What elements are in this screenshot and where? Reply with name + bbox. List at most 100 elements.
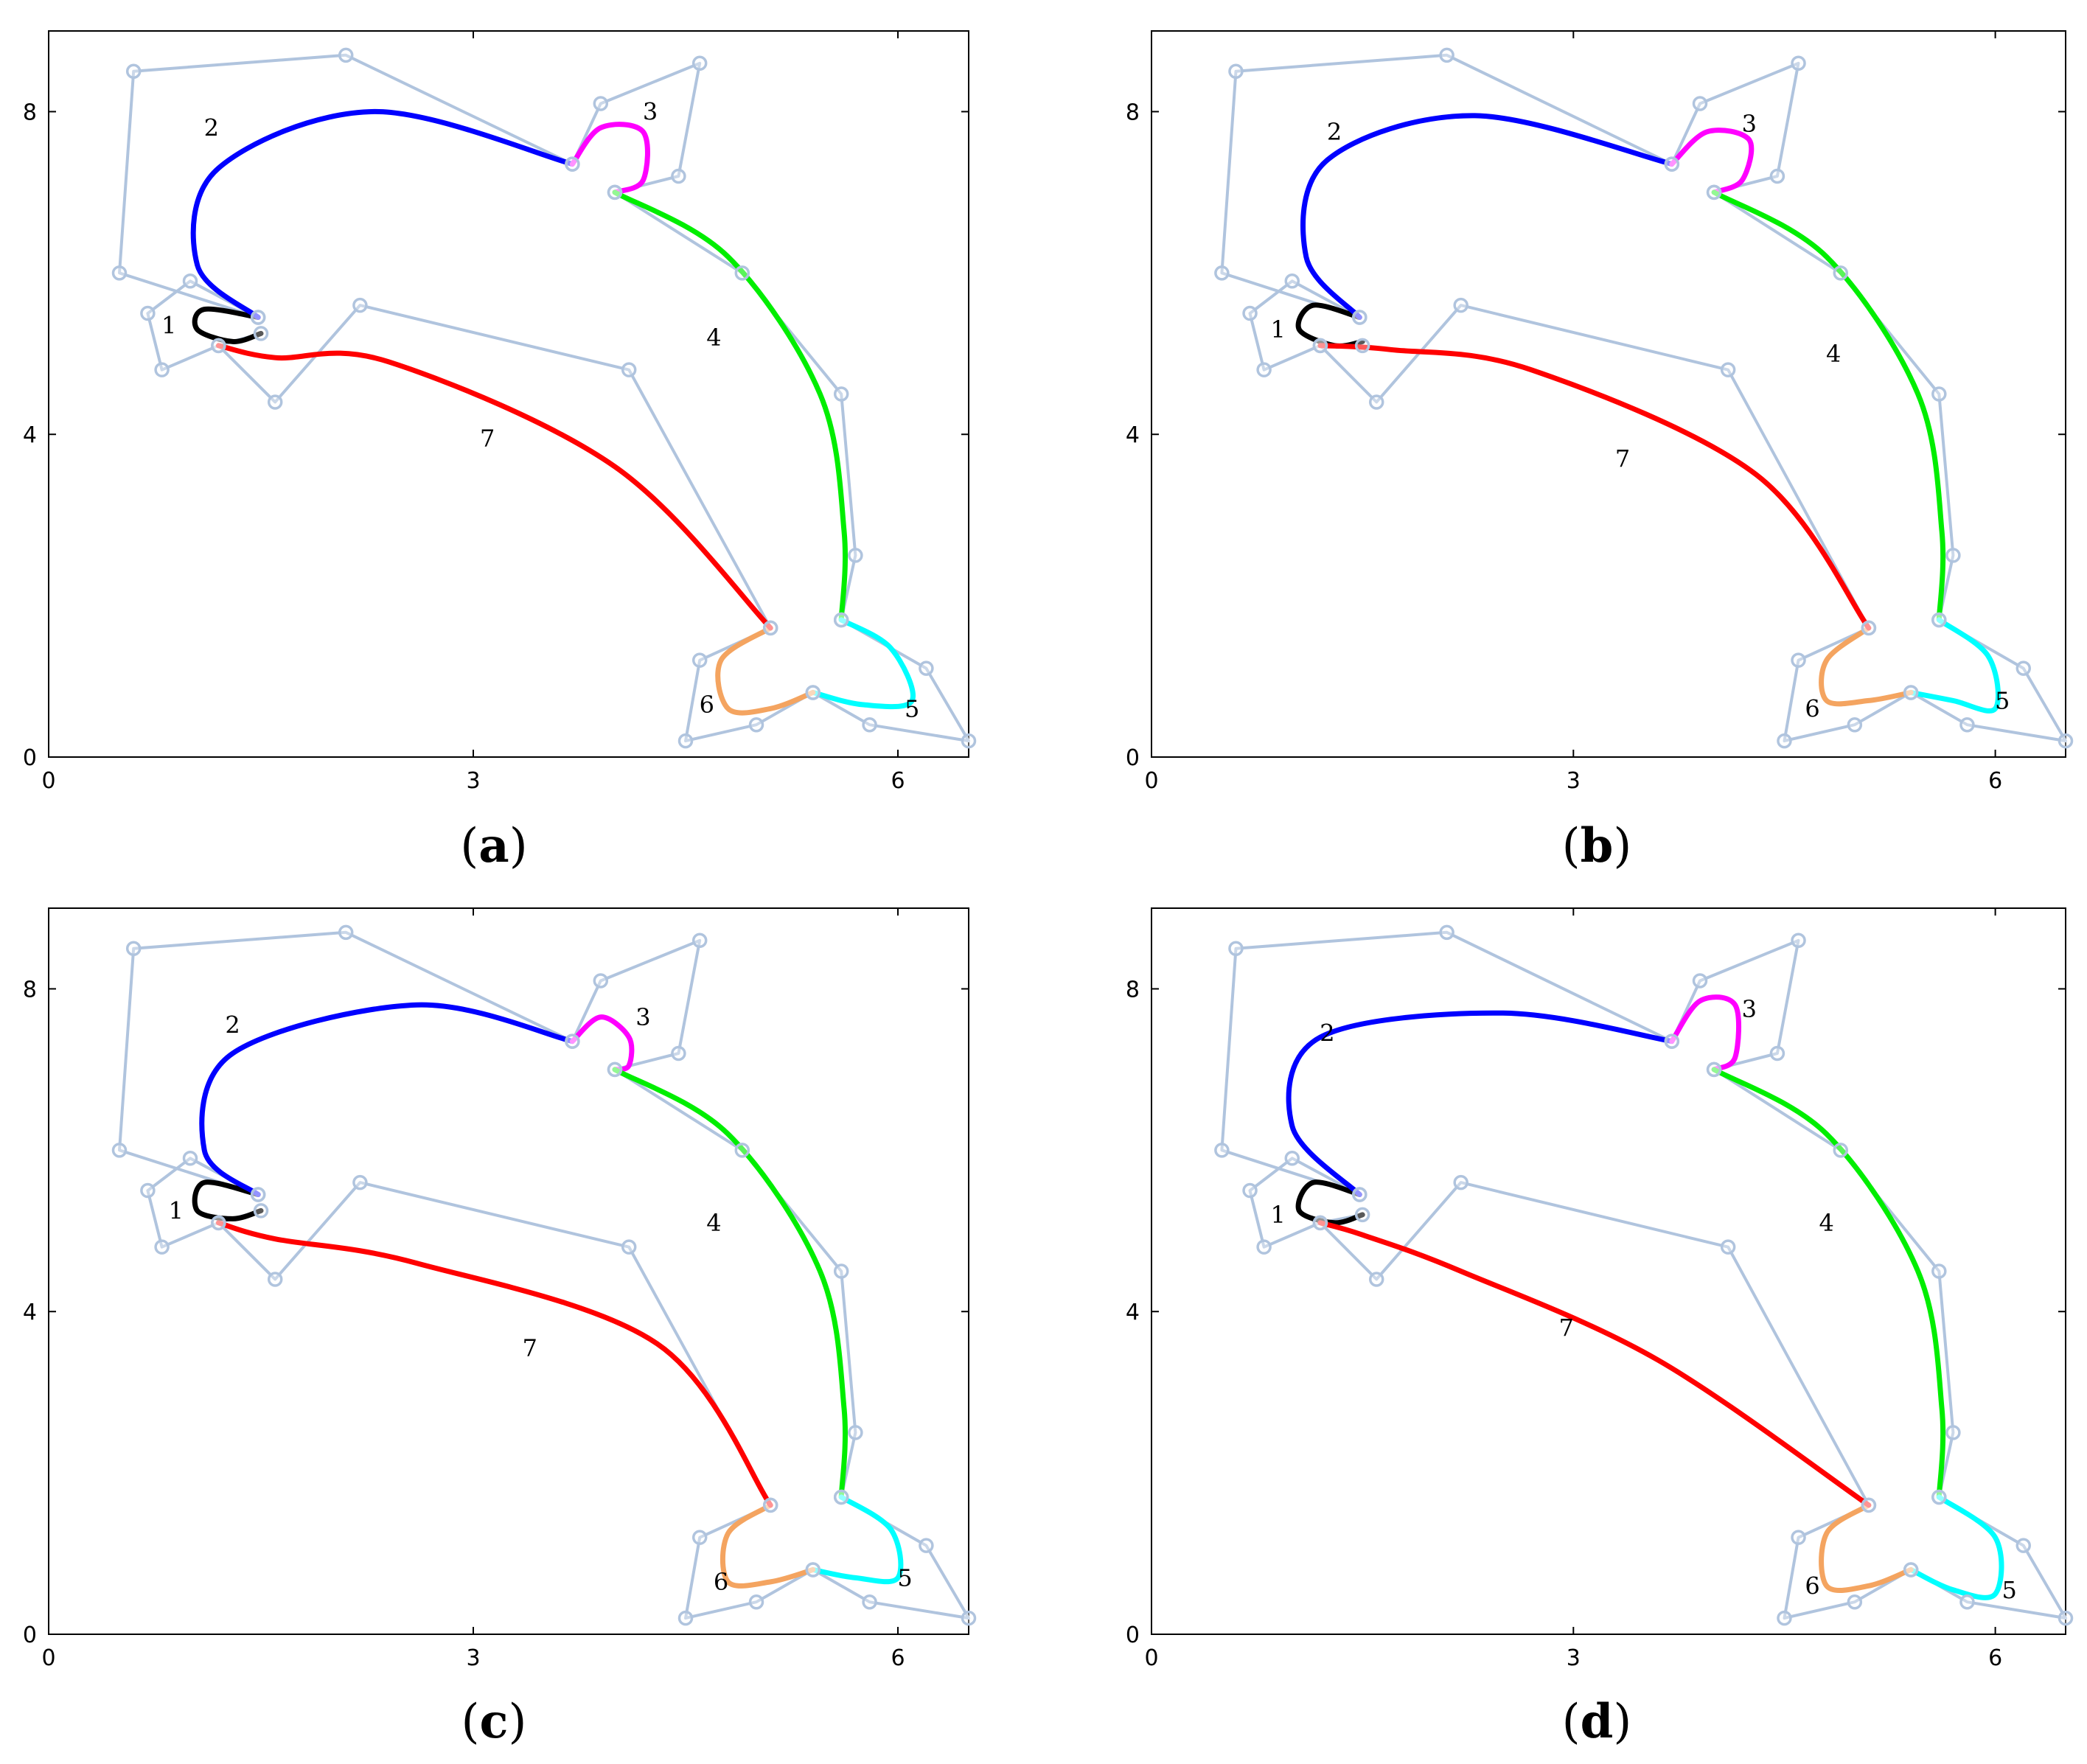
control-point bbox=[2015, 1538, 2032, 1553]
control-point bbox=[734, 1143, 750, 1158]
curve-a-3 bbox=[569, 122, 650, 195]
control-point bbox=[182, 1151, 198, 1166]
y-tick-label: 0 bbox=[23, 1622, 37, 1648]
control-polygon-d-6 bbox=[1783, 1504, 1912, 1620]
segment-label-b-3: 3 bbox=[1742, 110, 1757, 138]
segment-label-d-4: 4 bbox=[1819, 1209, 1834, 1237]
control-point bbox=[1242, 305, 1258, 321]
curve-a-2 bbox=[190, 108, 575, 320]
segment-label-b-4: 4 bbox=[1826, 340, 1841, 368]
segment-label-c-5: 5 bbox=[897, 1563, 912, 1592]
control-point bbox=[1720, 362, 1736, 377]
control-point bbox=[919, 1538, 934, 1553]
segment-label-a-5: 5 bbox=[905, 694, 919, 722]
control-point bbox=[1692, 973, 1708, 989]
curve-d-1 bbox=[1295, 1179, 1365, 1226]
control-point bbox=[1312, 338, 1328, 354]
control-point bbox=[338, 47, 354, 63]
y-tick-label: 4 bbox=[23, 1300, 37, 1325]
control-point bbox=[352, 297, 368, 313]
control-polygon-c-5 bbox=[812, 1496, 970, 1620]
control-point bbox=[1439, 47, 1454, 63]
control-point bbox=[691, 1530, 708, 1545]
control-point bbox=[862, 717, 877, 733]
control-point bbox=[111, 1143, 128, 1158]
curve-d-3 bbox=[1669, 994, 1742, 1073]
control-point bbox=[211, 338, 226, 354]
y-tick-label: 8 bbox=[1126, 100, 1140, 125]
control-point bbox=[1352, 310, 1367, 325]
control-polygon-a-3 bbox=[571, 61, 702, 194]
control-point bbox=[848, 1425, 863, 1440]
x-tick-label: 3 bbox=[1567, 1645, 1581, 1671]
y-tick-label: 8 bbox=[23, 977, 37, 1003]
control-point bbox=[2058, 1610, 2074, 1626]
control-point bbox=[671, 168, 686, 184]
segment-label-c-1: 1 bbox=[169, 1196, 184, 1224]
segment-label-d-7: 7 bbox=[1559, 1314, 1574, 1342]
control-point bbox=[1453, 297, 1468, 313]
segment-label-c-3: 3 bbox=[635, 1003, 650, 1031]
control-polygon-c-6 bbox=[684, 1504, 814, 1620]
x-tick-label: 6 bbox=[891, 768, 905, 794]
caption-c: (c) bbox=[461, 1694, 527, 1749]
control-point bbox=[1931, 1489, 1947, 1505]
control-point bbox=[1228, 941, 1244, 956]
caption-a: (a) bbox=[460, 818, 528, 874]
segment-label-d-6: 6 bbox=[1805, 1572, 1819, 1600]
control-point bbox=[621, 1239, 637, 1255]
control-point bbox=[250, 1187, 266, 1202]
plot-frame bbox=[1151, 907, 2066, 1635]
control-polygon-b-2 bbox=[1220, 53, 1673, 319]
control-point bbox=[140, 1182, 156, 1199]
control-point bbox=[1228, 63, 1244, 79]
curve-d-4 bbox=[1711, 1067, 1946, 1500]
control-point bbox=[1861, 1497, 1877, 1513]
x-tick-label: 6 bbox=[1988, 1645, 2002, 1671]
curve-a-4 bbox=[612, 189, 849, 623]
control-point bbox=[140, 305, 156, 321]
y-tick-label: 8 bbox=[23, 100, 37, 125]
control-point bbox=[1931, 612, 1947, 628]
caption-b: (b) bbox=[1561, 818, 1632, 874]
segment-label-a-6: 6 bbox=[700, 691, 714, 719]
control-point bbox=[734, 265, 750, 281]
control-point bbox=[1769, 1045, 1785, 1061]
y-tick-label: 0 bbox=[1126, 745, 1140, 771]
control-point bbox=[1903, 1562, 1919, 1578]
control-point bbox=[833, 1489, 849, 1505]
curve-b-2 bbox=[1300, 113, 1675, 320]
control-point bbox=[593, 96, 609, 111]
control-point bbox=[833, 612, 849, 628]
control-polygon-a-5 bbox=[812, 618, 970, 743]
control-point bbox=[748, 717, 764, 733]
control-point bbox=[1312, 1215, 1328, 1231]
control-point bbox=[125, 63, 142, 79]
control-point bbox=[1847, 1594, 1863, 1610]
control-polygon-a-6 bbox=[684, 627, 814, 743]
control-point bbox=[1720, 1239, 1736, 1255]
x-tick-label: 0 bbox=[1144, 1645, 1158, 1671]
control-polygon-c-7 bbox=[217, 1181, 772, 1506]
control-point bbox=[1791, 932, 1806, 949]
control-point bbox=[1791, 1530, 1806, 1545]
control-point bbox=[1256, 1239, 1272, 1255]
control-point bbox=[565, 1033, 580, 1049]
x-tick-label: 0 bbox=[41, 768, 55, 794]
segment-label-c-4: 4 bbox=[706, 1209, 721, 1237]
control-point bbox=[1833, 1143, 1849, 1158]
segment-label-c-6: 6 bbox=[714, 1568, 728, 1596]
control-point bbox=[1664, 1033, 1680, 1049]
control-point bbox=[253, 326, 269, 341]
control-point bbox=[833, 1263, 849, 1279]
control-point bbox=[1791, 652, 1806, 668]
control-point bbox=[1692, 96, 1708, 111]
segment-label-a-4: 4 bbox=[706, 324, 721, 352]
segment-label-a-1: 1 bbox=[161, 311, 176, 339]
curve-b-4 bbox=[1711, 189, 1946, 623]
x-tick-label: 0 bbox=[41, 1645, 55, 1671]
curve-b-3 bbox=[1669, 128, 1755, 195]
